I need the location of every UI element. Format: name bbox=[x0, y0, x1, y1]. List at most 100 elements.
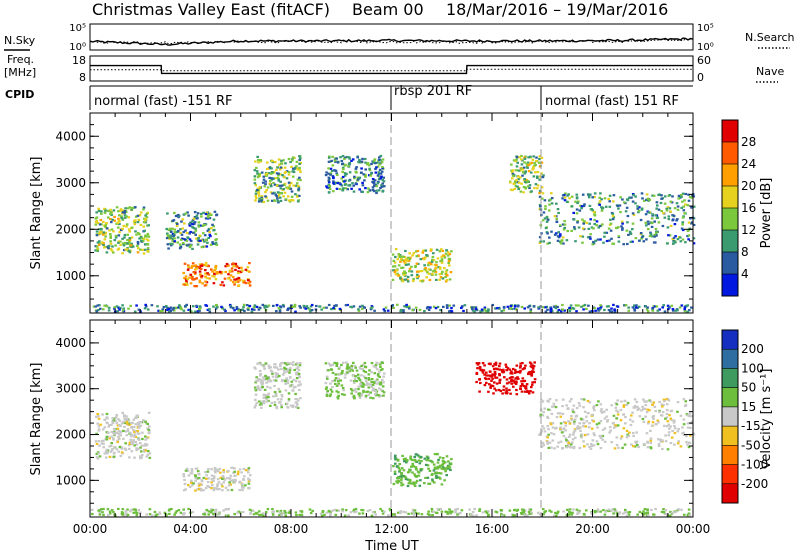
data-cell bbox=[471, 514, 475, 517]
data-cell bbox=[134, 435, 137, 438]
data-cell bbox=[239, 270, 243, 273]
data-cell bbox=[297, 186, 301, 189]
data-cell bbox=[291, 170, 294, 173]
data-cell bbox=[117, 430, 121, 433]
data-cell bbox=[412, 279, 415, 283]
data-cell bbox=[120, 451, 124, 454]
data-cell bbox=[358, 305, 362, 308]
data-cell bbox=[351, 389, 354, 392]
data-cell bbox=[186, 283, 189, 286]
data-cell bbox=[266, 394, 269, 397]
data-cell bbox=[502, 385, 506, 388]
data-cell bbox=[169, 234, 172, 237]
data-cell bbox=[508, 368, 511, 371]
data-cell bbox=[233, 481, 236, 484]
data-cell bbox=[669, 224, 673, 227]
data-cell bbox=[350, 187, 353, 190]
data-cell bbox=[105, 251, 109, 254]
data-cell bbox=[442, 305, 445, 308]
data-cell bbox=[366, 382, 369, 385]
data-cell bbox=[116, 427, 120, 430]
data-cell bbox=[381, 509, 384, 512]
data-cell bbox=[200, 479, 204, 482]
data-cell bbox=[189, 244, 193, 247]
data-cell bbox=[438, 273, 442, 276]
data-cell bbox=[258, 306, 262, 309]
data-cell bbox=[266, 199, 270, 202]
data-cell bbox=[547, 446, 551, 449]
data-cell bbox=[260, 363, 263, 366]
data-cell bbox=[394, 462, 397, 465]
data-cell bbox=[563, 226, 566, 229]
data-cell bbox=[353, 177, 356, 180]
data-cell bbox=[538, 158, 541, 161]
data-cell bbox=[381, 385, 385, 388]
data-cell bbox=[649, 221, 653, 224]
data-cell bbox=[564, 437, 568, 440]
colorbar-tick-label: -15 bbox=[741, 419, 761, 433]
data-cell bbox=[399, 258, 403, 261]
data-cell bbox=[197, 225, 201, 228]
data-cell bbox=[599, 410, 603, 413]
data-cell bbox=[279, 187, 283, 190]
data-cell bbox=[227, 484, 231, 487]
data-cell bbox=[128, 237, 132, 240]
data-cell bbox=[277, 179, 281, 182]
data-cell bbox=[502, 388, 505, 391]
data-cell bbox=[171, 308, 174, 311]
data-cell bbox=[102, 446, 105, 449]
data-cell bbox=[327, 369, 330, 372]
data-cell bbox=[512, 514, 515, 517]
data-cell bbox=[237, 309, 241, 312]
data-cell bbox=[666, 206, 670, 209]
data-cell bbox=[413, 513, 416, 516]
data-cell bbox=[123, 211, 126, 214]
data-cell bbox=[235, 277, 239, 281]
data-cell bbox=[291, 199, 295, 202]
data-cell bbox=[471, 306, 474, 309]
data-cell bbox=[212, 512, 215, 516]
data-cell bbox=[391, 265, 395, 268]
data-cell bbox=[640, 512, 644, 515]
data-cell bbox=[197, 265, 200, 269]
data-cell bbox=[364, 371, 368, 374]
data-cell bbox=[524, 364, 527, 367]
data-cell bbox=[376, 373, 380, 376]
data-cell bbox=[258, 172, 262, 175]
data-cell bbox=[203, 511, 207, 514]
data-cell bbox=[681, 192, 685, 195]
data-cell bbox=[615, 417, 619, 420]
data-cell bbox=[518, 366, 522, 369]
data-cell bbox=[283, 166, 287, 169]
data-cell bbox=[253, 386, 257, 389]
data-cell bbox=[520, 158, 523, 161]
data-cell bbox=[395, 269, 399, 272]
data-cell bbox=[208, 212, 212, 215]
data-cell bbox=[556, 445, 559, 448]
data-cell bbox=[182, 475, 186, 478]
data-cell bbox=[273, 391, 277, 394]
data-cell bbox=[352, 184, 355, 187]
data-cell bbox=[95, 432, 98, 435]
data-cell bbox=[588, 310, 592, 313]
data-cell bbox=[379, 186, 382, 190]
data-cell bbox=[418, 308, 422, 311]
data-cell bbox=[382, 308, 386, 311]
data-cell bbox=[575, 508, 579, 511]
data-cell bbox=[334, 377, 338, 380]
data-cell bbox=[215, 213, 219, 216]
data-cell bbox=[177, 509, 181, 512]
data-cell bbox=[562, 228, 566, 231]
data-cell bbox=[689, 434, 692, 437]
data-cell bbox=[529, 171, 533, 174]
data-cell bbox=[330, 390, 334, 393]
data-cell bbox=[362, 173, 366, 176]
data-cell bbox=[603, 417, 607, 420]
data-cell bbox=[415, 255, 419, 258]
data-cell bbox=[350, 306, 354, 309]
data-cell bbox=[688, 309, 691, 312]
data-cell bbox=[287, 181, 291, 184]
data-cell bbox=[622, 404, 626, 407]
data-cell bbox=[123, 214, 127, 217]
data-cell bbox=[638, 239, 641, 242]
